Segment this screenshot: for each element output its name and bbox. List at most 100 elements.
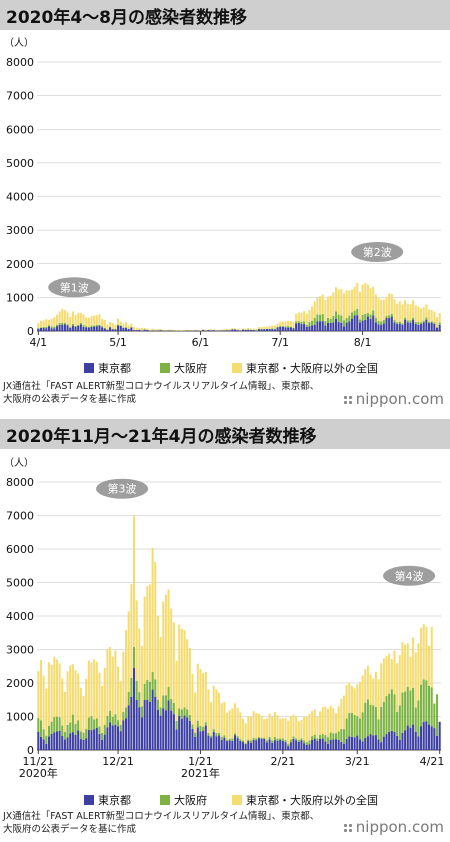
chart-1-bar-osaka [356,309,359,316]
chart-2-bar-tokyo [37,731,40,750]
chart-1-y-tick-label: 3000 [6,224,34,237]
chart-2-bar-osaka [305,742,308,745]
chart-2-bar-tokyo [388,731,391,750]
chart-2-bar-osaka [130,677,133,697]
chart-1-bar-osaka [273,328,276,330]
chart-2-bar-others [385,655,388,697]
chart-1-bar-tokyo [297,322,300,331]
chart-2-bar-others [247,716,250,740]
chart-2-title-bar: 2020年11月～21年4月の感染者数推移 [0,419,450,449]
chart-1-bar-tokyo [93,326,96,331]
chart-2-source: JX通信社「FAST ALERT新型コロナウイルスリアルタイム情報」、東京都、 … [3,810,353,836]
chart-2-bar-tokyo [420,726,423,750]
chart-1-bar-others [345,290,348,318]
chart-1-bar-others [430,309,433,322]
chart-2-bar-tokyo [194,736,197,750]
chart-2-bar-tokyo [95,727,98,750]
chart-1-bar-others [58,311,61,323]
chart-2-bar-osaka [79,731,82,740]
chart-1-bar-tokyo [74,326,77,331]
chart-1-bar-osaka [297,321,300,323]
chart-1-bar-osaka [372,310,375,316]
chart-1-bar-others [146,328,149,330]
chart-1-bar-others [303,311,306,322]
chart-2-x-tick-label: 4/21 [420,755,445,768]
chart-1-bar-others [406,303,409,321]
chart-2-bar-tokyo [313,738,316,750]
chart-1-bar-osaka [77,324,80,326]
chart-1-bar-tokyo [117,325,120,331]
chart-1-bar-osaka [53,326,56,329]
chart-1-legend-item: 東京都 [84,361,131,375]
chart-2-bar-others [361,675,364,713]
chart-2-bar-tokyo [101,739,104,750]
chart-1-bar-others [337,289,340,315]
chart-2-bar-others [366,665,369,700]
chart-2-bar-osaka [380,706,383,743]
chart-2-bar-tokyo [305,744,308,750]
chart-1-bar-tokyo [90,326,93,331]
chart-1-legend-swatch [84,363,94,373]
chart-2-bar-others [172,622,175,703]
chart-1-bar-others [79,313,82,323]
chart-1-bar-tokyo [140,330,144,331]
chart-2-bar-osaka [55,716,58,732]
chart-1-bar-tokyo [374,322,377,331]
chart-2-bar-osaka [425,680,428,722]
chart-2-legend-item: 東京都・大阪府以外の全国 [232,793,378,807]
chart-1-bar-tokyo [236,330,239,331]
chart-1-bar-tokyo [348,321,351,331]
chart-1-bar-osaka [125,327,128,329]
chart-2-title: 2020年11月～21年4月の感染者数推移 [6,427,317,447]
chart-2-bar-tokyo [366,736,369,750]
chart-2-bar-others [135,600,138,681]
chart-2-bar-others [45,688,48,736]
chart-1-bar-others [119,321,122,326]
chart-2-bar-tokyo [412,724,415,750]
chart-1-bar-tokyo [263,329,266,331]
chart-2-bar-osaka [353,715,356,738]
chart-2-bar-others [279,718,282,739]
chart-2-bar-others [138,628,141,693]
chart-1-bar-osaka [377,321,380,325]
chart-1-bar-tokyo [233,329,237,331]
chart-1-bar-tokyo [95,326,98,331]
chart-1-bar-tokyo [228,330,231,331]
chart-2-bar-others [390,659,393,690]
chart-1-bar-others [53,317,56,327]
chart-1-annotation: 第2波 [351,241,404,262]
chart-1-bar-osaka [345,317,348,323]
chart-1-bar-osaka [337,314,340,323]
chart-1-bar-tokyo [127,329,130,331]
chart-1-bar-tokyo [53,328,56,331]
chart-2-bar-osaka [369,704,372,735]
chart-2-bar-tokyo [263,738,266,750]
chart-2-bar-others [249,716,252,741]
chart-1-bar-osaka [87,326,90,328]
chart-2-bar-others [350,685,353,713]
chart-1-bar-others [404,300,407,318]
chart-2-bar-osaka [244,743,247,745]
chart-2-bar-others [95,661,98,719]
chart-1-bar-osaka [90,325,93,327]
chart-1-bar-others [186,329,189,331]
chart-1-bar-tokyo [210,330,213,331]
chart-2-bar-others [300,720,303,739]
chart-1-bar-others [273,325,276,329]
chart-2-bar-osaka [263,737,266,739]
chart-2-bar-osaka [233,733,237,736]
chart-1-bar-others [388,293,391,316]
chart-2-bar-osaka [74,723,77,735]
chart-2-bar-tokyo [151,689,154,750]
chart-2-bar-osaka [249,740,252,743]
logo-dots-icon [342,823,353,833]
chart-2-y-tick-label: 3000 [6,644,34,657]
chart-2-bar-others [345,684,348,719]
chart-2-bar-osaka [265,740,268,743]
chart-1-bar-others [414,305,417,323]
chart-2-bar-tokyo [183,715,186,750]
chart-2-bar-others [164,594,167,696]
chart-1-bar-others [332,292,335,316]
chart-1-x-tick-label: 6/1 [192,336,210,349]
chart-2-bar-others [220,703,223,737]
